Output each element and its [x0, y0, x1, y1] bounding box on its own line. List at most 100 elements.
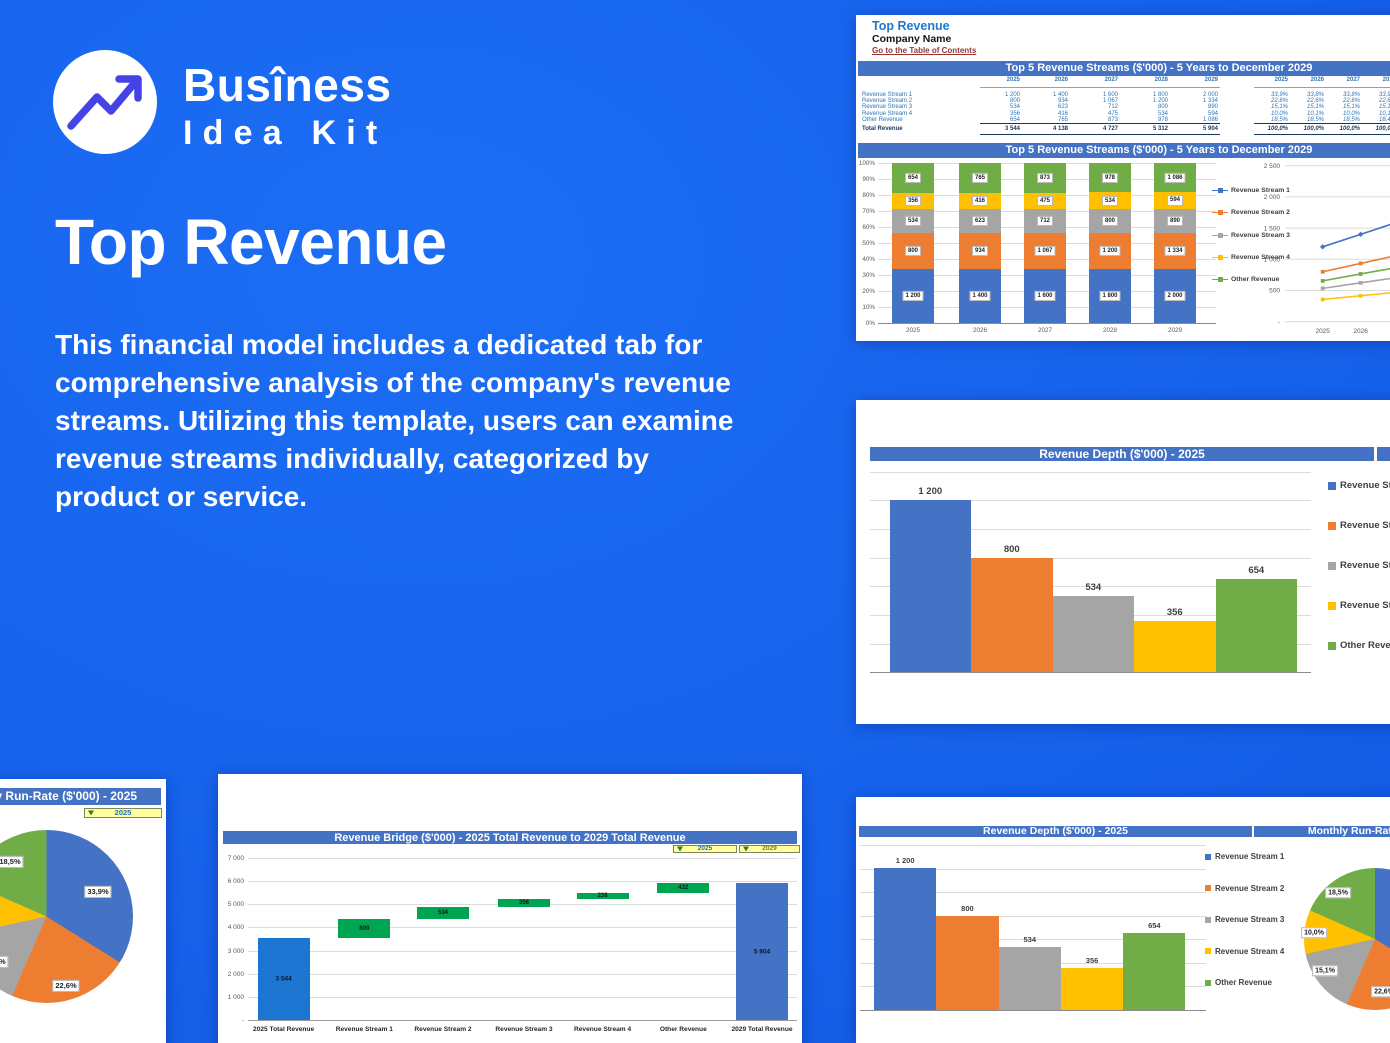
y-tick-label: 5 000 [227, 901, 244, 909]
svg-text:2025: 2025 [1315, 328, 1330, 335]
segment-data-label: 765 [971, 172, 989, 183]
pie-data-label: 15,1% [1312, 965, 1338, 977]
bridge-from-year-dropdown[interactable]: 2025 [673, 844, 737, 853]
legend-label: Other Revenue [1215, 978, 1272, 988]
depth-bar-3 [998, 946, 1061, 1010]
total-top-border [980, 123, 1220, 125]
waterfall-chart: 7 000 6 000 5 000 4 000 3 000 2 000 1 000 - 3 54… [218, 855, 802, 1043]
segment-data-label: 356 [904, 195, 922, 206]
legend-swatch-icon [1328, 481, 1336, 490]
total-value: 4 138 [1052, 125, 1068, 132]
y-tick-label: 10% [862, 304, 875, 311]
x-category-label: Revenue Stream 3 [495, 1026, 553, 1033]
bridge-from-year: 2025 [697, 845, 713, 853]
legend-label: Revenue Stream 4 [1340, 600, 1390, 611]
pie-data-label: 10,0% [1301, 927, 1327, 939]
row-value: 765 [1057, 116, 1068, 123]
legend-item: Other Revenue [1328, 640, 1390, 651]
row-value: 873 [1107, 116, 1118, 123]
x-axis-line [870, 672, 1311, 674]
y-tick-label: 2 000 [227, 970, 244, 978]
stacked-column-chart: 100% 90% 80% 70% 60% 50% 40% 30% 20% 10% 0% 1 200 80… [858, 158, 1218, 341]
legend-item: Revenue Stream 1 [1212, 187, 1290, 194]
gridline [860, 892, 1206, 894]
bridge-to-year-dropdown[interactable]: 2029 [739, 844, 800, 853]
gridline [248, 881, 797, 883]
depth-bar-4 [1060, 967, 1124, 1010]
filter-icon [677, 846, 683, 852]
row-value: 1 334 [1202, 98, 1218, 105]
legend-line-marker-icon [1212, 210, 1228, 216]
segment-data-label: 2 000 [1164, 290, 1186, 301]
brand-name-line2: Idea Kit [183, 114, 388, 152]
legend-item: Other Revenue [1205, 978, 1272, 987]
year-filter-dropdown[interactable]: 2025 [84, 807, 162, 818]
legend-item: Revenue Stream 4 [1328, 600, 1390, 611]
legend-swatch-icon [1205, 916, 1211, 923]
y-tick-label: 90% [862, 176, 875, 183]
legend-swatch-icon [1205, 948, 1211, 955]
row-pct: 22,6% [1306, 98, 1324, 105]
panel-revenue-depth: Revenue Depth ($'000) - 2025 1 200 800 534… [856, 400, 1390, 724]
legend-swatch-icon [1205, 853, 1211, 860]
row-label: Other Revenue [862, 116, 903, 123]
bar-data-label: 356 [1085, 955, 1099, 965]
y-tick-label: 6 000 [227, 878, 244, 886]
year-filter-value: 2025 [114, 808, 132, 818]
y-tick-label: 80% [862, 192, 875, 199]
bar-data-label: 1 200 [895, 856, 915, 866]
year-header: 2028 [1154, 77, 1168, 83]
bridge-title-bar: Revenue Bridge ($'000) - 2025 Total Reve… [223, 831, 797, 844]
row-pct: 18,4% [1378, 116, 1390, 123]
total-bottom-border [1254, 133, 1390, 136]
waterfall-delta-bar [338, 919, 391, 938]
waterfall-data-label: 5 904 [753, 948, 771, 956]
waterfall-total-bar [257, 937, 310, 1020]
row-pct: 15,1% [1378, 104, 1390, 111]
gridline [860, 868, 1206, 870]
legend-item: Other Revenue [1212, 276, 1279, 283]
total-value: 3 544 [1004, 125, 1020, 132]
row-pct: 33,8% [1306, 92, 1324, 98]
bar-data-label: 1 200 [918, 486, 943, 498]
revenue-table: 2025 2026 2027 2028 2029 2025 2026 2027 2028 Reve… [858, 75, 1390, 137]
waterfall-data-label: 3 544 [275, 975, 292, 983]
y-tick-label: - [241, 1017, 244, 1024]
total-value: 4 727 [1102, 125, 1118, 132]
year-header: 2027 [1104, 77, 1118, 83]
bridge-title: Revenue Bridge ($'000) - 2025 Total Reve… [334, 831, 686, 844]
svg-text:1 500: 1 500 [1264, 225, 1281, 232]
total-value: 5 904 [1202, 125, 1218, 132]
x-category-label: Revenue Stream 2 [414, 1026, 472, 1033]
segment-data-label: 534 [1101, 195, 1119, 206]
row-pct: 10,1% [1378, 110, 1390, 117]
gridline [248, 973, 797, 975]
row-pct: 15,1% [1306, 104, 1324, 111]
y-tick-label: 7 000 [227, 855, 244, 863]
panel-monthly-run-rate-left: Monthly Run-Rate ($'000) - 2025 2025 33,… [0, 779, 166, 1043]
pct-year-header: 2027 [1346, 77, 1360, 83]
row-label: Revenue Stream 1 [862, 92, 913, 98]
row-value: 712 [1107, 104, 1118, 111]
segment-data-label: 712 [1036, 215, 1054, 226]
total-bottom-border [980, 133, 1220, 136]
gridline [870, 528, 1311, 530]
bar-data-label: 654 [1248, 564, 1265, 576]
depth-bar-5 [1215, 578, 1297, 673]
brand-name-line1: Busîness [183, 59, 392, 111]
depth-bar-4 [1134, 621, 1216, 673]
x-axis-line [248, 1020, 797, 1021]
legend-item: Revenue Stream 2 [1212, 209, 1290, 216]
y-tick-label: 100% [858, 160, 875, 167]
row-pct: 33,9% [1378, 92, 1390, 98]
x-category-label: 2029 [1167, 327, 1183, 334]
legend-item: Revenue Stream 2 [1205, 884, 1284, 893]
legend-swatch-icon [1328, 641, 1336, 650]
pct-year-header: 2025 [1274, 77, 1288, 83]
x-category-label: 2025 Total Revenue [253, 1026, 315, 1033]
row-value: 1 600 [1102, 92, 1118, 98]
legend-label: Revenue Stream 1 [1215, 852, 1285, 861]
toc-link[interactable]: Go to the Table of Contents [872, 46, 977, 55]
waterfall-delta-bar [498, 898, 550, 908]
